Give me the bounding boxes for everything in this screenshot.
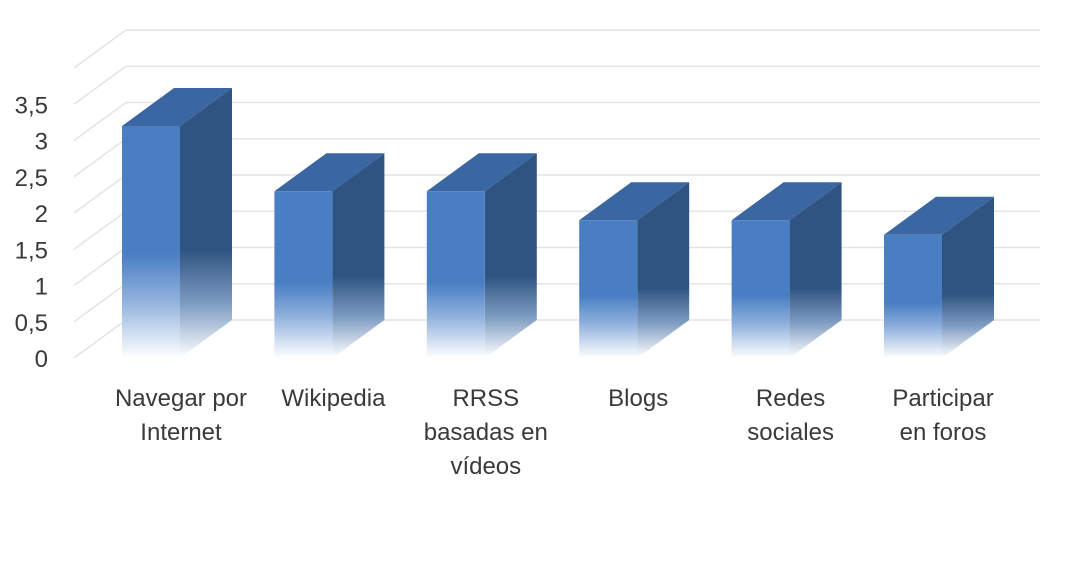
bar-top — [731, 182, 842, 221]
bar-side — [180, 88, 232, 358]
x-tick-label: Wikipedia — [281, 385, 386, 412]
x-axis-labels: Navegar por Internet Wikipedia RRSS basadas … — [115, 385, 994, 480]
bar-top — [579, 182, 690, 221]
gridline-diagonal — [73, 319, 127, 359]
bar-top — [426, 153, 537, 192]
bars — [122, 88, 994, 358]
y-tick-label: 0,5 — [15, 310, 48, 337]
gridline-diagonal — [73, 29, 127, 69]
bar — [274, 153, 385, 358]
x-tick-label: RRSS basadas en vídeos — [424, 385, 548, 480]
bar-top — [274, 153, 385, 192]
gridline-diagonal — [73, 210, 127, 250]
bar — [122, 88, 232, 358]
y-tick-label: 3 — [35, 129, 48, 156]
bar-front — [274, 191, 333, 358]
gridline-diagonal — [73, 246, 127, 287]
bar — [884, 196, 994, 358]
bar-side — [789, 182, 842, 358]
bar-front — [579, 220, 638, 358]
bar-top — [884, 196, 994, 235]
bar-front — [884, 234, 942, 358]
bar-side — [942, 196, 994, 358]
y-tick-label: 2 — [35, 201, 48, 228]
bar-front — [426, 191, 485, 358]
y-tick-label: 2,5 — [15, 165, 48, 192]
x-tick-label: Redes sociales — [747, 385, 834, 446]
y-tick-label: 1 — [35, 274, 48, 301]
bar-side — [637, 182, 690, 358]
y-tick-label: 3,5 — [15, 92, 48, 119]
gridline-diagonal — [73, 283, 127, 323]
x-tick-label: Participar en foros — [892, 385, 993, 446]
y-tick-label: 0 — [35, 346, 48, 373]
y-tick-label: 1,5 — [15, 237, 48, 264]
gridline-diagonal — [73, 65, 127, 105]
x-tick-label: Blogs — [608, 385, 668, 412]
y-axis-ticks: 0 0,5 1 1,5 2 2,5 3 3,5 — [15, 92, 48, 373]
bar-top — [122, 88, 232, 126]
gridline-diagonal — [73, 174, 127, 214]
bar-front — [731, 220, 790, 358]
bar-front — [122, 126, 180, 358]
bar-side — [332, 153, 385, 358]
x-tick-label: Navegar por Internet — [115, 385, 247, 446]
gridline-diagonal — [73, 138, 127, 178]
bar-side — [484, 153, 537, 358]
bar — [426, 153, 537, 358]
bar — [731, 182, 842, 358]
bar — [579, 182, 690, 358]
gridline-diagonal — [73, 101, 127, 142]
